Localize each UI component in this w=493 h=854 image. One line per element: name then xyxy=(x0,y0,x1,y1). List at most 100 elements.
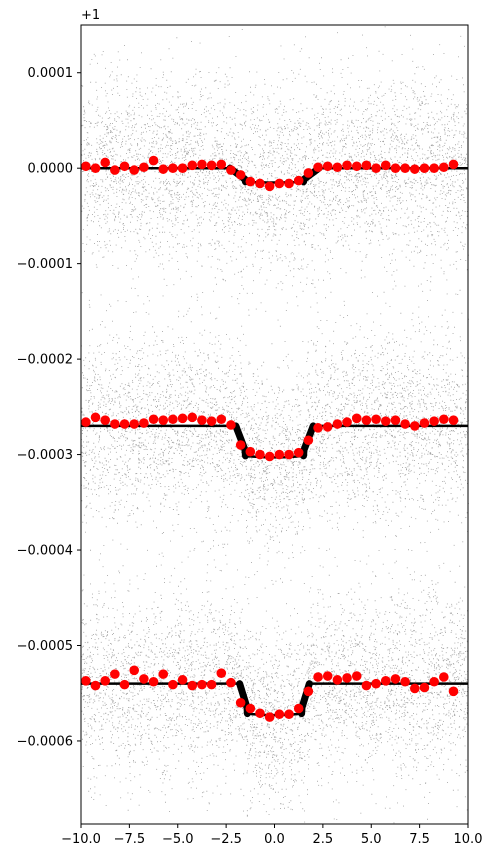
binned-point-2-1 xyxy=(90,680,101,691)
binned-point-1-19 xyxy=(264,451,275,462)
binned-point-2-31 xyxy=(380,676,391,686)
binned-point-1-22 xyxy=(293,447,304,458)
binned-point-0-27 xyxy=(342,160,352,171)
binned-point-0-38 xyxy=(448,159,459,170)
x-tick-label: 5.0 xyxy=(361,832,382,847)
binned-point-1-31 xyxy=(380,416,391,426)
binned-point-0-9 xyxy=(168,163,178,173)
model-curve-2 xyxy=(81,682,468,717)
binned-point-2-38 xyxy=(448,686,459,697)
binned-point-2-7 xyxy=(148,676,159,687)
binned-point-1-20 xyxy=(274,449,285,460)
x-axis-ticks: −10.0 −7.5 −5.0 −2.5 0.0 2.5 5.0 7.5 10.0 xyxy=(61,824,482,847)
binned-point-0-11 xyxy=(187,160,198,171)
binned-point-1-6 xyxy=(139,418,149,428)
binned-point-0-3 xyxy=(110,165,120,175)
binned-point-1-1 xyxy=(90,412,101,423)
binned-point-0-7 xyxy=(148,155,159,166)
binned-point-1-37 xyxy=(439,414,449,425)
binned-point-2-33 xyxy=(400,676,410,687)
x-tick-label: −10.0 xyxy=(61,832,101,847)
x-tick-label: 7.5 xyxy=(409,832,430,847)
binned-point-1-2 xyxy=(100,415,110,426)
binned-point-2-15 xyxy=(226,677,236,688)
binned-point-1-10 xyxy=(177,413,188,424)
y-tick-label: −0.0005 xyxy=(17,639,73,654)
y-axis-ticks: 0.0001 0.0000 −0.0001 −0.0002 −0.0003 −0.0004… xyxy=(17,66,81,749)
binned-point-2-24 xyxy=(313,672,323,682)
binned-point-2-35 xyxy=(419,682,430,693)
binned-point-0-5 xyxy=(129,165,140,175)
binned-point-0-32 xyxy=(390,163,401,173)
binned-point-2-25 xyxy=(322,671,333,681)
binned-point-1-15 xyxy=(226,420,236,430)
y-tick-label: −0.0001 xyxy=(17,257,73,272)
x-tick-label: −5.0 xyxy=(162,832,194,847)
binned-point-1-7 xyxy=(148,414,159,425)
x-tick-label: 0.0 xyxy=(264,832,285,847)
model-edge-2-0 xyxy=(236,680,251,718)
binned-point-2-17 xyxy=(245,703,256,714)
binned-point-1-28 xyxy=(351,413,362,424)
binned-point-1-16 xyxy=(235,440,246,450)
binned-point-1-8 xyxy=(158,415,169,426)
binned-point-1-33 xyxy=(400,419,410,429)
binned-point-2-28 xyxy=(351,671,362,681)
binned-point-1-27 xyxy=(342,417,352,427)
model-curve-1 xyxy=(81,424,468,459)
binned-point-1-14 xyxy=(216,414,227,425)
binned-point-0-12 xyxy=(197,159,207,170)
binned-point-0-26 xyxy=(332,162,343,173)
binned-point-0-6 xyxy=(139,162,149,173)
binned-point-0-4 xyxy=(119,161,130,172)
raw-points-band-1 xyxy=(81,245,469,627)
binned-point-2-36 xyxy=(429,676,439,687)
binned-point-2-13 xyxy=(206,679,217,690)
x-tick-label: 10.0 xyxy=(454,832,483,847)
x-tick-label: −2.5 xyxy=(210,832,242,847)
binned-point-2-32 xyxy=(390,674,401,684)
binned-point-0-30 xyxy=(371,163,381,173)
x-tick-label: 2.5 xyxy=(313,832,334,847)
binned-point-0-22 xyxy=(293,175,304,186)
plot-frame xyxy=(80,24,469,825)
binned-point-2-23 xyxy=(303,686,314,697)
x-tick-label: −7.5 xyxy=(114,832,146,847)
y-tick-label: 0.0000 xyxy=(28,162,74,177)
binned-point-0-17 xyxy=(245,176,256,187)
binned-point-2-19 xyxy=(264,712,275,722)
binned-point-2-8 xyxy=(158,669,169,679)
raw-points-band-2 xyxy=(81,519,469,824)
binned-point-2-6 xyxy=(139,674,149,684)
raw-points-band-0 xyxy=(81,26,469,370)
y-tick-label: −0.0003 xyxy=(17,448,73,463)
binned-point-1-23 xyxy=(303,435,314,446)
binned-point-1-38 xyxy=(448,415,459,426)
binned-point-0-36 xyxy=(429,163,439,173)
binned-point-2-12 xyxy=(197,679,207,690)
binned-point-0-24 xyxy=(313,162,323,173)
binned-point-0-31 xyxy=(380,160,391,171)
binned-point-0-34 xyxy=(409,164,420,174)
binned-point-2-20 xyxy=(274,709,285,720)
binned-point-2-30 xyxy=(371,678,381,689)
raw-scatter-layer xyxy=(81,26,469,824)
binned-point-1-3 xyxy=(110,419,120,429)
binned-point-2-22 xyxy=(293,703,304,714)
binned-point-1-30 xyxy=(371,414,381,425)
binned-point-0-20 xyxy=(274,178,285,189)
binned-point-1-9 xyxy=(168,414,178,425)
binned-point-2-37 xyxy=(439,672,449,682)
binned-point-2-14 xyxy=(216,668,227,678)
binned-point-1-36 xyxy=(429,416,439,426)
binned-point-1-17 xyxy=(245,446,256,457)
binned-point-2-18 xyxy=(255,708,265,719)
binned-point-0-35 xyxy=(419,163,430,173)
binned-point-1-4 xyxy=(119,419,130,429)
binned-point-2-2 xyxy=(100,676,110,686)
binned-point-1-25 xyxy=(322,422,333,432)
y-tick-label: −0.0006 xyxy=(17,734,73,749)
binned-point-0-25 xyxy=(322,161,333,172)
binned-point-1-11 xyxy=(187,412,198,423)
